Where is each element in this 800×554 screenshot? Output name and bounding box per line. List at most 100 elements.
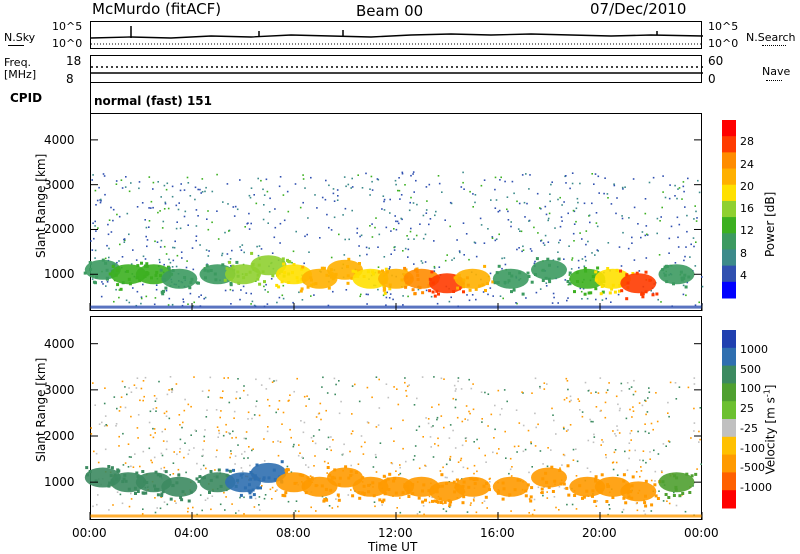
scatter-dot <box>531 392 533 394</box>
data-speck <box>344 465 348 469</box>
scatter-dot <box>634 449 636 452</box>
scatter-dot <box>695 210 697 213</box>
scatter-dot <box>496 452 498 455</box>
scatter-dot <box>104 448 107 451</box>
scatter-dot <box>660 216 662 218</box>
scatter-dot <box>385 226 388 229</box>
scatter-dot <box>130 415 132 418</box>
data-speck <box>454 275 458 279</box>
scatter-dot <box>639 459 641 461</box>
scatter-dot <box>386 291 388 294</box>
scatter-dot <box>632 393 635 396</box>
scatter-dot <box>412 458 415 461</box>
data-speck <box>478 284 482 288</box>
scatter-dot <box>585 230 588 232</box>
scatter-dot <box>267 291 269 293</box>
colorbar-segment <box>722 365 736 384</box>
scatter-dot <box>638 402 641 404</box>
scatter-dot <box>205 186 207 189</box>
scatter-dot <box>115 183 118 185</box>
scatter-dot <box>553 496 556 498</box>
scatter-dot <box>356 232 358 234</box>
data-speck <box>179 496 183 500</box>
scatter-dot <box>416 203 418 206</box>
scatter-dot <box>540 207 542 210</box>
scatter-dot <box>665 445 667 447</box>
scatter-dot <box>616 197 618 199</box>
data-speck <box>690 474 694 478</box>
scatter-dot <box>436 302 439 305</box>
scatter-dot <box>106 281 109 283</box>
scatter-dot <box>636 509 639 512</box>
data-speck <box>688 491 692 494</box>
scatter-dot <box>234 205 237 208</box>
scatter-dot <box>570 399 572 402</box>
scatter-dot <box>430 446 432 448</box>
scatter-dot <box>253 194 255 196</box>
scatter-dot <box>359 295 361 298</box>
scatter-dot <box>628 217 630 219</box>
scatter-dot <box>399 511 402 514</box>
scatter-dot <box>696 468 698 470</box>
scatter-dot <box>104 387 106 389</box>
scatter-dot <box>567 388 569 391</box>
scatter-dot <box>608 382 610 384</box>
data-speck <box>346 281 350 285</box>
scatter-dot <box>414 445 417 447</box>
scatter-dot <box>460 457 463 460</box>
scatter-dot <box>172 259 175 262</box>
data-speck <box>296 279 300 283</box>
scatter-dot <box>615 212 617 215</box>
scatter-dot <box>168 389 170 391</box>
data-speck <box>262 477 266 481</box>
cpid-value: normal (fast) 151 <box>94 94 212 108</box>
scatter-dot <box>197 188 199 191</box>
data-speck <box>485 482 488 485</box>
data-speck <box>189 281 193 284</box>
scatter-dot <box>163 263 165 266</box>
scatter-dot <box>687 177 689 180</box>
scatter-dot <box>631 242 633 244</box>
scatter-dot <box>511 180 514 183</box>
scatter-dot <box>236 208 239 211</box>
scatter-dot <box>163 412 166 415</box>
data-speck <box>455 478 459 482</box>
data-speck <box>544 471 548 475</box>
data-speck <box>535 257 539 261</box>
scatter-dot <box>118 289 121 291</box>
scatter-dot <box>90 433 93 435</box>
scatter-dot <box>426 200 428 202</box>
scatter-dot <box>469 504 472 506</box>
data-speck <box>600 473 604 477</box>
scatter-dot <box>438 403 440 406</box>
data-speck <box>530 280 534 284</box>
scatter-dot <box>103 175 106 177</box>
data-speck <box>462 290 465 294</box>
data-speck <box>217 468 221 472</box>
scatter-dot <box>246 394 249 396</box>
scatter-dot <box>690 437 692 439</box>
scatter-dot <box>136 290 139 293</box>
scatter-dot <box>333 377 336 380</box>
data-speck <box>433 499 437 503</box>
scatter-dot <box>277 440 279 442</box>
data-blob <box>531 467 567 488</box>
data-speck <box>411 288 415 292</box>
data-speck <box>306 476 310 480</box>
scatter-dot <box>631 236 633 239</box>
scatter-dot <box>487 425 489 427</box>
scatter-dot <box>156 241 159 243</box>
colorbar-tick-label: 20 <box>740 179 754 193</box>
scatter-dot <box>228 469 230 472</box>
scatter-dot <box>586 297 589 300</box>
scatter-dot <box>274 226 277 229</box>
scatter-dot <box>693 245 695 248</box>
scatter-dot <box>165 410 168 413</box>
scatter-dot <box>155 407 158 409</box>
data-speck <box>372 494 376 498</box>
scatter-dot <box>432 456 435 458</box>
scatter-dot <box>185 471 187 474</box>
scatter-dot <box>183 409 186 412</box>
scatter-dot <box>529 248 532 250</box>
scatter-dot <box>309 475 312 477</box>
